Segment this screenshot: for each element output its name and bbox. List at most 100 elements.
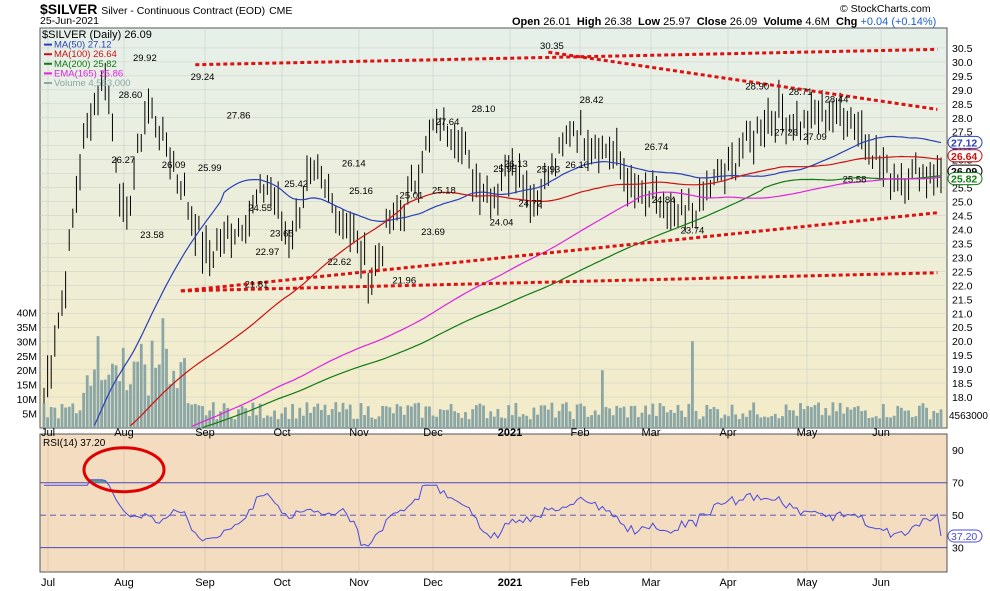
volume-bar [528, 419, 532, 428]
volume-bar [507, 405, 511, 428]
volume-bar [294, 418, 298, 428]
volume-bar [748, 410, 752, 428]
volume-bar [478, 403, 482, 428]
volume-bar [71, 403, 75, 428]
x-tick-label: Mar [642, 577, 661, 589]
price-label: 28.90 [745, 82, 769, 93]
volume-bar [676, 404, 680, 428]
volume-bar [554, 417, 557, 428]
volume-bar [93, 369, 96, 428]
volume-bar [363, 415, 367, 428]
current-value-box [947, 135, 983, 149]
x-tick-label: Dec [423, 427, 443, 439]
volume-bar [633, 405, 637, 428]
volume-bar [402, 414, 406, 428]
volume-bar [57, 418, 60, 428]
volume-bar [273, 410, 276, 428]
volume-bar [928, 419, 932, 428]
volume-bar [586, 416, 590, 428]
price-label: 25.58 [843, 174, 867, 185]
rsi-tick-label: 30 [952, 543, 964, 555]
volume-tick-label: 15M [17, 380, 37, 392]
volume-bar [215, 419, 219, 428]
y-tick-label: 28.5 [952, 99, 973, 111]
price-label: 24.04 [490, 217, 514, 228]
y-tick-label: 25.5 [952, 183, 973, 195]
y-tick-label: 30.5 [952, 43, 973, 55]
x-tick-label: Jun [872, 577, 890, 589]
volume-bar [265, 415, 269, 428]
volume-bar [392, 413, 395, 428]
volume-bar [251, 402, 255, 428]
current-value-label: 26.64 [951, 151, 977, 163]
y-tick-label: 24.5 [952, 211, 973, 223]
volume-bar [446, 409, 449, 428]
y-tick-label: 20.0 [952, 336, 973, 348]
volume-bar [701, 416, 705, 428]
volume-bar [593, 410, 597, 428]
volume-bar [799, 403, 802, 428]
volume-bar [438, 409, 442, 428]
price-label: 26.14 [342, 159, 366, 170]
volume-bar [334, 402, 338, 428]
x-axis: Jul Jul Aug Aug Sep Sep Oct Oct Nov Nov Dec Dec 2021… [41, 427, 890, 589]
volume-bar [287, 418, 291, 428]
y-tick-label: 23.5 [952, 238, 973, 250]
rsi-line [44, 479, 942, 547]
price-label: 21.81 [245, 280, 269, 291]
volume-bar [305, 402, 309, 428]
volume-bar [464, 412, 467, 428]
y-tick-label: 28.0 [952, 113, 973, 125]
volume-bar [539, 405, 543, 428]
volume-bar [842, 413, 846, 428]
volume-bar [745, 416, 748, 428]
volume-bar [521, 414, 525, 428]
volume-bar [78, 410, 82, 428]
rsi-tick-label: 70 [952, 478, 964, 490]
volume-bar [413, 403, 417, 428]
volume-bar [424, 406, 428, 428]
price-label: 22.62 [328, 257, 352, 268]
volume-bar [341, 402, 345, 428]
chart-date: 25-Jun-2021 [40, 15, 99, 27]
rsi-title: RSI(14) 37.20 [43, 438, 106, 449]
volume-bar [709, 409, 712, 428]
x-tick-label: Apr [719, 577, 736, 589]
volume-bar [658, 403, 662, 428]
volume-bar [453, 411, 457, 428]
volume-bar [824, 408, 828, 428]
volume-bar [309, 412, 312, 428]
copyright: © StockCharts.com [840, 3, 931, 15]
volume-bar [777, 418, 781, 428]
y-tick-label: 29.5 [952, 71, 973, 83]
price-label: 28.60 [119, 90, 143, 101]
volume-bar [49, 407, 53, 428]
rsi-tick-label: 50 [952, 510, 964, 522]
trend-line [195, 47, 938, 67]
price-label: 23.65 [270, 228, 294, 239]
volume-bar [482, 405, 485, 428]
volume-bar [716, 409, 720, 428]
volume-bar [143, 364, 147, 428]
volume-bar [337, 411, 341, 428]
volume-bar [75, 413, 78, 428]
volume-bar [359, 403, 363, 428]
volume-bar [503, 418, 507, 428]
volume-bar [673, 412, 676, 428]
rsi-panel-bg [39, 433, 948, 573]
x-tick-label: Feb [571, 577, 590, 589]
volume-bar [42, 403, 46, 428]
rsi-highlight-circle [82, 446, 166, 494]
volume-tick-label: 30M [17, 336, 37, 348]
volume-bar [856, 406, 860, 428]
volume-bar [755, 414, 759, 428]
volume-bar [510, 415, 514, 428]
rsi-current-box [947, 529, 983, 543]
change-value: +0.04 (+0.14%) [860, 16, 937, 28]
volume-bar [889, 417, 892, 428]
volume-bar [435, 416, 439, 428]
volume-bar [579, 403, 583, 428]
current-volume-label: 4563000 [949, 411, 988, 422]
volume-bar [802, 409, 806, 428]
volume-bar [111, 363, 114, 428]
